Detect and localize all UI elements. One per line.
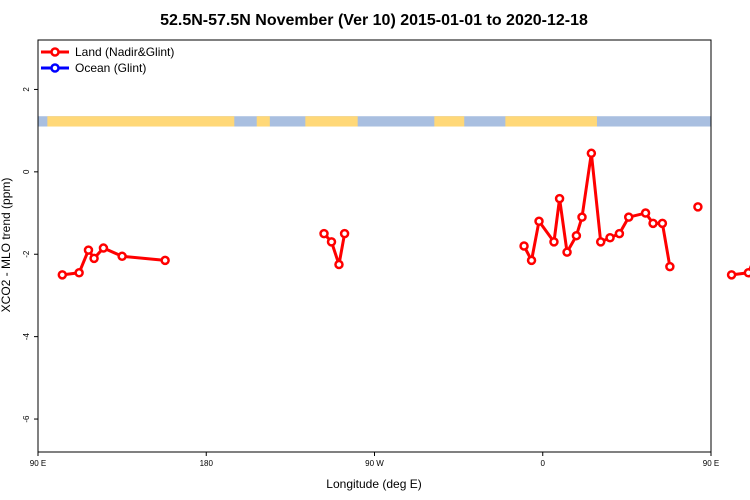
- data-point: [74, 268, 84, 278]
- data-point: [562, 247, 572, 257]
- data-point: [554, 193, 565, 204]
- land-band: [305, 116, 358, 127]
- series-line: [322, 232, 347, 267]
- data-point: [571, 230, 582, 241]
- data-point: [595, 237, 606, 247]
- data-point: [326, 237, 337, 247]
- y-tick-label: -6: [22, 415, 31, 423]
- x-axis-label: Longitude (deg E): [326, 477, 421, 491]
- data-point: [657, 218, 668, 229]
- land-band: [434, 116, 465, 127]
- data-point: [89, 253, 99, 264]
- data-point: [640, 208, 651, 218]
- x-tick-label: 0: [541, 459, 546, 468]
- data-point: [614, 228, 625, 239]
- y-axis: 2 0 -2 -4 -6: [22, 87, 38, 423]
- data-point: [534, 216, 544, 227]
- data-point: [623, 212, 634, 222]
- legend-label: Ocean (Glint): [75, 61, 146, 75]
- land-band: [47, 116, 235, 127]
- data-point: [98, 243, 109, 253]
- data-point: [743, 268, 750, 278]
- data-point: [339, 228, 350, 239]
- data-point: [57, 270, 68, 280]
- data-point: [586, 148, 597, 159]
- y-tick-label: 2: [22, 87, 31, 92]
- chart-title: 52.5N-57.5N November (Ver 10) 2015-01-01…: [160, 12, 588, 29]
- data-point: [160, 255, 170, 266]
- data-point: [83, 245, 94, 255]
- y-tick-label: -2: [22, 250, 31, 258]
- data-point: [648, 218, 658, 229]
- y-tick-label: -4: [22, 333, 31, 341]
- land-band: [256, 116, 270, 127]
- data-point: [693, 202, 703, 212]
- plot-frame: [37, 39, 712, 453]
- y-axis-label: XCO2 - MLO trend (ppm): [0, 178, 13, 313]
- data-point: [519, 241, 529, 251]
- data-point: [319, 228, 329, 239]
- ocean-band: [38, 116, 711, 127]
- land-band: [505, 116, 597, 127]
- data-point: [577, 212, 587, 222]
- data-point: [117, 251, 127, 262]
- x-tick-label: 90 W: [365, 459, 384, 468]
- data-point: [665, 261, 675, 272]
- data-point: [549, 237, 559, 247]
- data-point: [334, 259, 344, 270]
- x-tick-label: 180: [200, 459, 214, 468]
- x-tick-label: 90 E: [703, 459, 719, 468]
- land-mask-strip: [38, 116, 711, 127]
- y-tick-label: 0: [22, 169, 31, 174]
- x-axis: 90 E 180 90 W 0 90 E: [30, 452, 719, 468]
- legend-label: Land (Nadir&Glint): [75, 45, 174, 59]
- data-point: [526, 255, 537, 266]
- x-tick-label: 90 E: [30, 459, 46, 468]
- series-land: [57, 148, 750, 280]
- legend-marker: [50, 63, 60, 73]
- legend-marker: [50, 47, 60, 57]
- data-point: [605, 233, 615, 243]
- legend: Land (Nadir&Glint) Ocean (Glint): [41, 45, 174, 75]
- data-point: [726, 270, 737, 280]
